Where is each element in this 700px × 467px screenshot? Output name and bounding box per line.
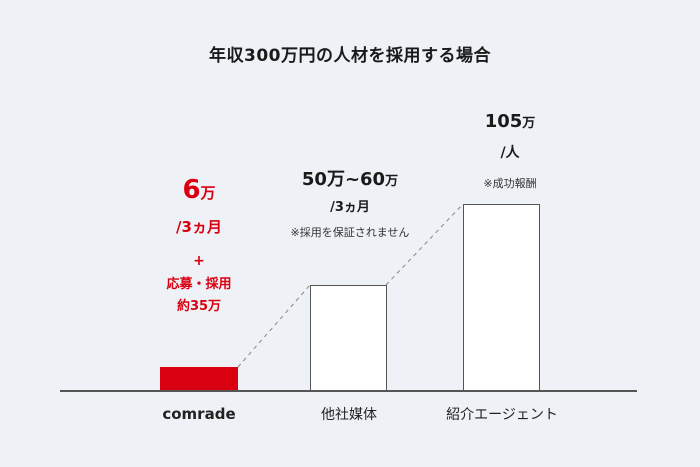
chart-title: 年収300万円の人材を採用する場合	[209, 46, 491, 66]
category-label-agent: 紹介エージェント	[446, 407, 558, 423]
bar-other-media	[310, 285, 387, 391]
category-label-comrade: comrade	[162, 405, 236, 423]
x-axis-baseline	[60, 390, 637, 392]
comrade-extra-line1: 応募・採用	[166, 277, 232, 292]
agent-value: 105	[484, 111, 523, 132]
other-media-value-unit: 万	[385, 174, 399, 189]
comrade-value: 6	[182, 175, 201, 205]
bar-agent	[463, 204, 540, 391]
comrade-plus: +	[193, 253, 205, 269]
other-media-period: /3ヵ月	[330, 200, 370, 215]
agent-note: ※成功報酬	[483, 177, 537, 190]
category-label-other-media: 他社媒体	[321, 407, 377, 423]
comrade-period: /3ヵ月	[176, 218, 222, 236]
other-media-value: 50万~60	[301, 169, 386, 190]
other-media-note: ※採用を保証されません	[290, 226, 410, 239]
agent-period: /人	[500, 145, 520, 161]
other-media-value-label: 50万~60万	[270, 165, 430, 191]
bar-comrade	[160, 367, 238, 391]
comrade-value-label: 6万	[130, 175, 268, 205]
comrade-extra-line2: 約35万	[176, 299, 222, 314]
agent-value-unit: 万	[522, 116, 536, 131]
comrade-value-unit: 万	[200, 184, 216, 202]
agent-value-label: 105万	[430, 111, 590, 132]
